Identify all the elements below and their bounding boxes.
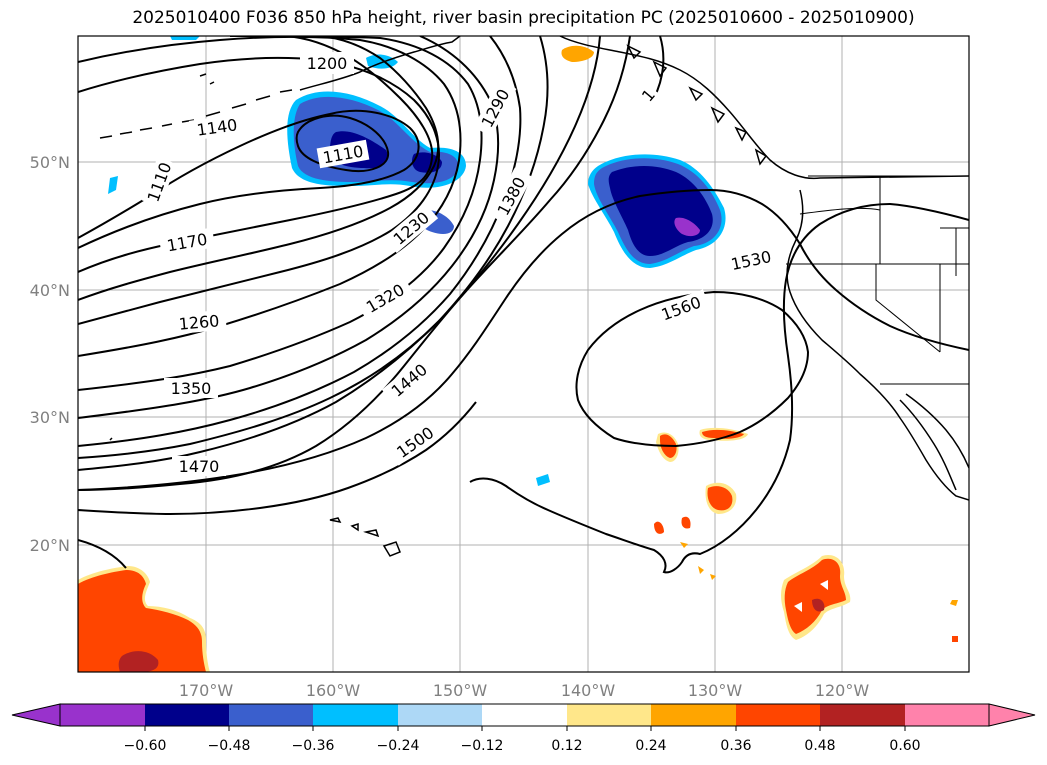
colorbar-segment-9 <box>736 704 820 726</box>
colorbar-tick-label: −0.36 <box>292 738 335 754</box>
alaska-coast <box>299 36 461 91</box>
small-islands-northwest <box>109 73 215 441</box>
colorbar-tick-label: −0.60 <box>124 738 167 754</box>
lon-label-120w: 120°W <box>815 681 870 700</box>
map-frame <box>77 35 970 673</box>
political-borders <box>786 175 969 385</box>
colorbar-tick-label: 0.24 <box>635 738 666 754</box>
colorbar-extend-high <box>988 703 1036 727</box>
colorbar-segment-8 <box>651 704 736 726</box>
colorbar-tick-label: −0.48 <box>208 738 251 754</box>
colorbar-tick-label: 0.60 <box>889 738 920 754</box>
colorbar-segment-3 <box>229 704 313 726</box>
precip-negative-northeast-pacific <box>588 154 726 268</box>
precip-positive-patches <box>561 45 958 642</box>
hawaiian-islands <box>329 517 401 557</box>
colorbar-segment-2 <box>145 704 229 726</box>
border-ut <box>940 227 969 276</box>
colorbar-segment-10 <box>820 704 905 726</box>
contour-1530 <box>469 202 969 574</box>
west-coast <box>786 189 969 501</box>
contour-1560 <box>575 290 810 448</box>
contour-1440 <box>78 36 631 491</box>
lon-label-150w: 150°W <box>433 681 488 700</box>
precip-positive-southwest <box>78 566 210 672</box>
colorbar-tick-label: 0.48 <box>804 738 835 754</box>
contour-1230 <box>78 36 462 357</box>
lat-label-40n: 40°N <box>30 281 70 300</box>
contour-1110-outer <box>78 109 420 249</box>
contour-1320 <box>78 36 522 447</box>
colorbar-extend-low <box>11 703 61 727</box>
bc-coast-islands <box>626 44 768 166</box>
map-title: 2025010400 F036 850 hPa height, river ba… <box>132 8 915 28</box>
colorbar-tick-label: −0.12 <box>461 738 504 754</box>
contour-1170 <box>78 36 440 301</box>
alaska-panhandle <box>559 36 969 180</box>
contour-1470 <box>78 401 477 516</box>
contour-1200 <box>78 56 440 325</box>
contour-1260 <box>78 36 483 391</box>
contour-label-1350: 1350 <box>171 379 212 398</box>
lon-label-140w: 140°W <box>561 681 616 700</box>
contour-1380 <box>78 36 601 471</box>
gridlines <box>78 36 969 672</box>
colorbar-segment-7 <box>567 704 651 726</box>
colorbar-ticks <box>144 726 906 731</box>
lon-label-130w: 130°W <box>688 681 743 700</box>
colorbar-tick-label: −0.24 <box>377 738 420 754</box>
colorbar-segment-11 <box>905 704 989 726</box>
lat-label-20n: 20°N <box>30 536 70 555</box>
lon-label-160w: 160°W <box>306 681 361 700</box>
lon-label-170w: 170°W <box>179 681 234 700</box>
contour-1410 <box>78 539 127 569</box>
gulf-of-california <box>905 393 969 469</box>
colorbar-tick-label: 0.36 <box>720 738 751 754</box>
lat-label-30n: 30°N <box>30 408 70 427</box>
colorbar-frame <box>59 703 990 727</box>
lon-axis-labels: 170°W 160°W 150°W 140°W 130°W 120°W <box>179 681 870 700</box>
contour-label-1200: 1200 <box>307 54 348 73</box>
contour-label-1260: 1260 <box>178 311 220 333</box>
contour-1500 <box>78 188 969 491</box>
lat-axis-labels: 50°N 40°N 30°N 20°N <box>30 153 70 555</box>
border-ca-nv <box>875 264 941 353</box>
lat-label-50n: 50°N <box>30 153 70 172</box>
colorbar: −0.60 −0.48 −0.36 −0.24 −0.12 0.12 0.24 … <box>11 703 1036 754</box>
colorbar-segment-1 <box>60 704 145 726</box>
coastlines <box>99 36 969 557</box>
aleutian-islands <box>99 89 293 139</box>
contour-1110-inner <box>295 114 390 172</box>
baja-california <box>899 399 957 491</box>
contour-label-1470: 1470 <box>179 457 220 476</box>
colorbar-segment-5 <box>398 704 482 726</box>
colorbar-tick-label: 0.12 <box>551 738 582 754</box>
precip-positive-southeast <box>781 554 851 640</box>
colorbar-segment-6 <box>482 704 567 726</box>
colorbar-segment-4 <box>313 704 398 726</box>
